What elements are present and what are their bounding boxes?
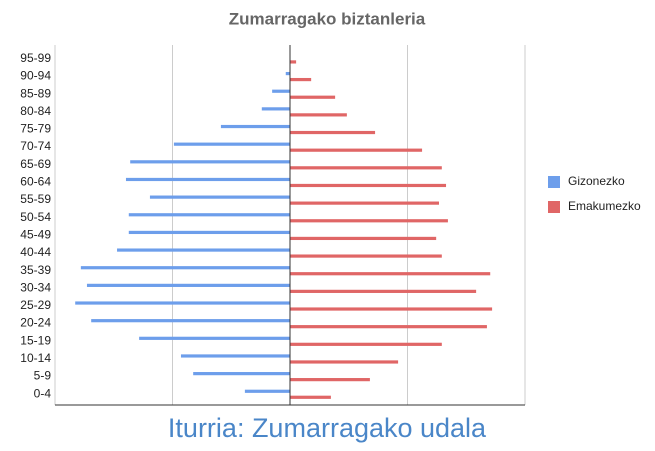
y-tick-label: 25-29 [20,298,51,312]
source: Iturria: Zumarragako udala [168,413,487,443]
bar [139,336,290,340]
bar [220,124,290,129]
bar [290,130,376,135]
legend-swatch [548,176,560,188]
bar [290,307,493,311]
bar [285,71,290,76]
y-tick-label: 20-24 [20,316,51,330]
y-tick-label: 70-74 [20,139,51,153]
y-tick-label: 55-59 [20,192,51,206]
bar [290,236,437,241]
y-tick-label: 35-39 [20,263,51,277]
bar [290,395,331,399]
y-tick-label: 90-94 [20,69,51,83]
bar [75,301,291,305]
bar [173,142,290,146]
bar [290,148,423,152]
bar [290,360,399,364]
bar [290,77,312,82]
bar [128,230,290,235]
bar [80,266,290,270]
legend-label: Emakumezko [568,199,641,213]
y-tick-label: 75-79 [20,122,51,136]
bar [290,113,347,117]
bar [290,325,487,329]
bar [272,89,290,93]
bar [125,177,290,182]
bar [290,166,442,170]
bar [244,389,290,393]
y-tick-label: 45-49 [20,227,51,241]
bar [180,354,290,358]
bar [91,319,290,323]
y-tick-label: 15-19 [20,333,51,347]
bar [290,219,448,223]
bar [193,372,290,376]
y-tick-label: 80-84 [20,104,51,118]
y-tick-label: 5-9 [34,369,52,383]
y-tick-label: 60-64 [20,175,51,189]
bar [290,201,439,205]
y-tick-label: 0-4 [34,386,52,400]
bar [290,183,447,188]
bar [117,248,290,252]
bar [290,289,477,293]
legend-swatch [548,201,560,213]
y-tick-label: 40-44 [20,245,51,259]
chart-title: Zumarragako biztanleria [229,9,426,28]
bar [86,283,291,287]
bar [290,342,442,346]
bar [261,107,290,111]
bar [290,60,297,64]
legend-label: Gizonezko [568,174,625,188]
y-tick-label: 30-34 [20,280,51,294]
y-tick-label: 50-54 [20,210,51,224]
bar [128,213,290,217]
bar [290,95,336,99]
y-tick-label: 95-99 [20,51,51,65]
y-tick-label: 10-14 [20,351,51,365]
bar [130,160,290,164]
bar [290,272,491,276]
bar [290,254,442,258]
y-tick-label: 65-69 [20,157,51,171]
bar [149,195,290,199]
bar [290,378,370,382]
y-tick-label: 85-89 [20,86,51,100]
